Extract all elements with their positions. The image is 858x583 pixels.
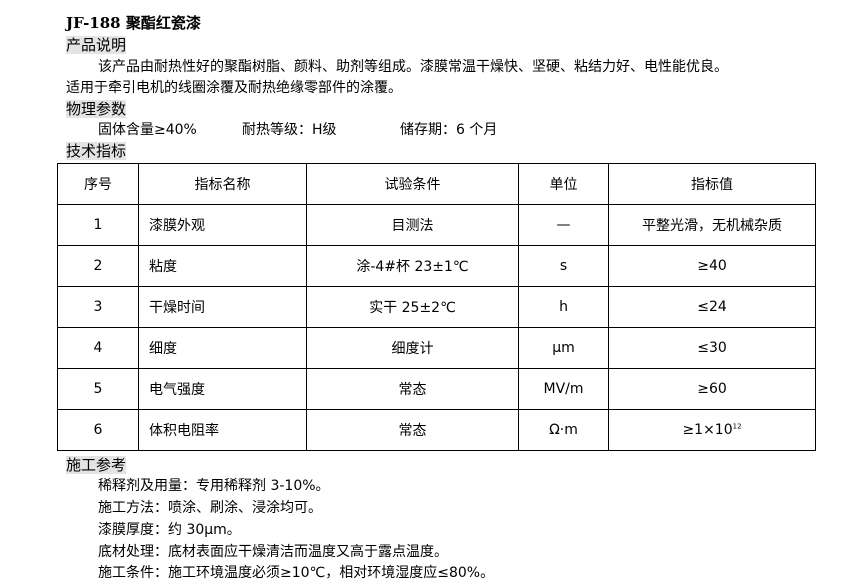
- table-cell: μm: [518, 327, 609, 369]
- construction-item: 漆膜厚度：约 30μm。: [98, 522, 241, 538]
- table-cell: ≤24: [608, 286, 816, 328]
- table-cell: MV/m: [518, 368, 609, 410]
- table-row: 3 干燥时间 实干 25±2℃ h ≤24: [57, 286, 816, 328]
- construction-item: 施工方法：喷涂、刷涂、浸涂均可。: [98, 500, 322, 516]
- table-cell: 漆膜外观: [138, 204, 307, 246]
- header-cell: 序号: [57, 163, 139, 205]
- table-row: 4 细度 细度计 μm ≤30: [57, 327, 816, 369]
- table-cell: 2: [57, 245, 139, 287]
- table-cell: 体积电阻率: [138, 409, 307, 451]
- table-cell: s: [518, 245, 609, 287]
- table-cell: 1: [57, 204, 139, 246]
- physical-param: 固体含量≥40%: [98, 122, 197, 138]
- table-cell: 涂-4#杯 23±1℃: [306, 245, 519, 287]
- header-cell: 单位: [518, 163, 609, 205]
- page-title: JF-188 聚酯红瓷漆: [66, 14, 201, 32]
- exponent: 12: [732, 422, 742, 431]
- physical-param: 耐热等级：H级: [242, 122, 337, 138]
- table-cell: 常态: [306, 409, 519, 451]
- table-cell: —: [518, 204, 609, 246]
- table-row: 5 电气强度 常态 MV/m ≥60: [57, 368, 816, 410]
- table-cell: ≥60: [608, 368, 816, 410]
- physical-param: 储存期：6 个月: [400, 122, 498, 138]
- construction-item: 施工条件：施工环境温度必须≥10℃，相对环境湿度应≤80%。: [98, 565, 495, 581]
- construction-item: 稀释剂及用量：专用稀释剂 3-10%。: [98, 478, 330, 494]
- table-header-row: 序号 指标名称 试验条件 单位 指标值: [57, 163, 816, 205]
- table-cell: 电气强度: [138, 368, 307, 410]
- table-cell: h: [518, 286, 609, 328]
- section-heading-physical: 物理参数: [66, 100, 127, 118]
- description-text: 该产品由耐热性好的聚酯树脂、颜料、助剂等组成。漆膜常温干燥快、坚硬、粘结力好、电…: [98, 59, 728, 75]
- table-cell: Ω·m: [518, 409, 609, 451]
- table-cell: ≤30: [608, 327, 816, 369]
- section-heading-construction: 施工参考: [66, 456, 127, 474]
- table-cell: 实干 25±2℃: [306, 286, 519, 328]
- table-row: 6 体积电阻率 常态 Ω·m ≥1×1012: [57, 409, 816, 451]
- header-cell: 试验条件: [306, 163, 519, 205]
- table-cell: 目测法: [306, 204, 519, 246]
- table-cell: ≥40: [608, 245, 816, 287]
- table-cell: 粘度: [138, 245, 307, 287]
- table-cell: 平整光滑，无机械杂质: [608, 204, 816, 246]
- table-cell: 4: [57, 327, 139, 369]
- description-text: 适用于牵引电机的线圈涂覆及耐热绝缘零部件的涂覆。: [66, 80, 402, 96]
- table-cell: 5: [57, 368, 139, 410]
- table-row: 1 漆膜外观 目测法 — 平整光滑，无机械杂质: [57, 204, 816, 246]
- table-row: 2 粘度 涂-4#杯 23±1℃ s ≥40: [57, 245, 816, 287]
- spec-table: 序号 指标名称 试验条件 单位 指标值 1 漆膜外观 目测法 — 平整光滑，无机械杂质 2…: [57, 163, 816, 451]
- table-cell: ≥1×1012: [608, 409, 816, 451]
- table-cell: 6: [57, 409, 139, 451]
- table-cell: 常态: [306, 368, 519, 410]
- table-cell: 3: [57, 286, 139, 328]
- section-heading-description: 产品说明: [66, 36, 127, 54]
- table-cell: 细度: [138, 327, 307, 369]
- table-cell: 细度计: [306, 327, 519, 369]
- header-cell: 指标值: [608, 163, 816, 205]
- header-cell: 指标名称: [138, 163, 307, 205]
- table-cell: 干燥时间: [138, 286, 307, 328]
- section-heading-technical: 技术指标: [66, 142, 127, 160]
- construction-item: 底材处理：底材表面应干燥清洁而温度又高于露点温度。: [98, 544, 448, 560]
